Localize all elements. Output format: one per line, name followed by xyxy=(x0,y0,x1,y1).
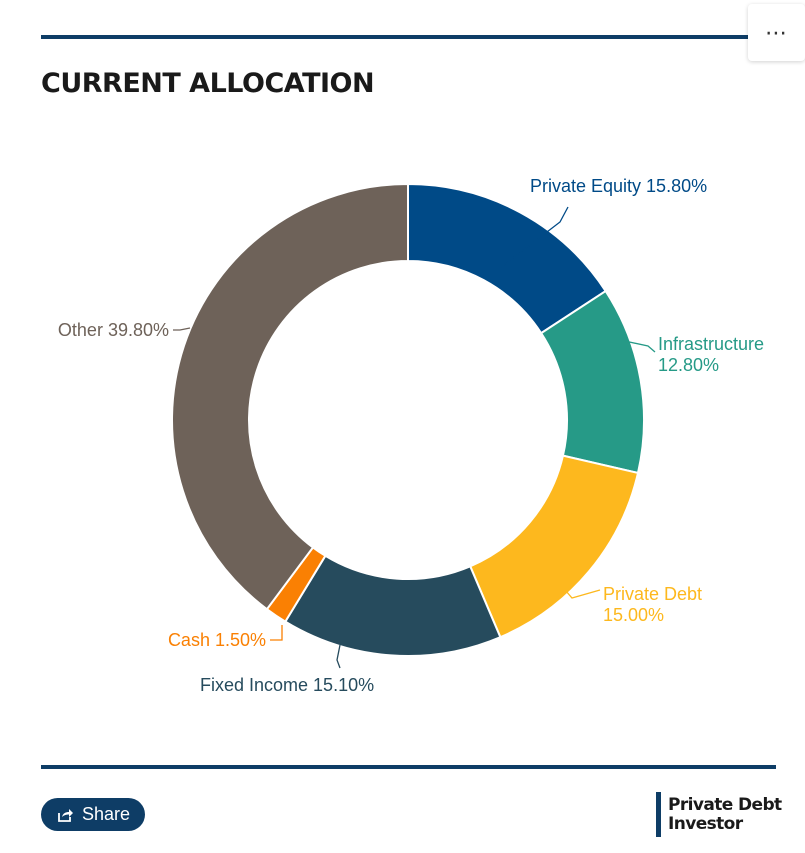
label-name-infrastructure: Infrastructure xyxy=(658,334,764,354)
label-private-debt: Private Debt 15.00% xyxy=(603,584,702,625)
page-title: CURRENT ALLOCATION xyxy=(41,68,375,99)
slices-group xyxy=(171,182,645,657)
brand-line-2: Investor xyxy=(668,813,743,834)
leader-lines-group xyxy=(173,206,656,669)
donut-chart: Private Equity 15.80% Infrastructure 12.80… xyxy=(58,176,764,695)
top-divider xyxy=(41,35,776,39)
label-value-infrastructure: 12.80% xyxy=(658,355,719,375)
label-name-private-debt: Private Debt xyxy=(603,584,702,604)
ellipsis-icon: ⋯ xyxy=(765,19,788,45)
leader-line-infrastructure xyxy=(619,339,656,353)
leader-line-cash xyxy=(270,625,283,641)
labels-group: Private Equity 15.80% Infrastructure 12.80… xyxy=(58,176,764,695)
leader-line-private-debt xyxy=(559,583,601,599)
brand-logo: Private Debt Investor xyxy=(656,792,782,837)
leader-line-other xyxy=(173,327,191,331)
leader-line-fixed-income xyxy=(336,644,341,669)
share-label: Share xyxy=(81,804,131,824)
label-fixed-income: Fixed Income 15.10% xyxy=(200,675,374,695)
label-private-equity: Private Equity 15.80% xyxy=(530,176,707,196)
leader-line-private-equity xyxy=(499,206,569,269)
share-button[interactable]: Share xyxy=(41,798,145,831)
share-icon xyxy=(58,808,73,822)
label-other: Other 39.80% xyxy=(58,320,169,340)
bottom-divider xyxy=(41,765,776,769)
slice-other[interactable] xyxy=(171,182,409,611)
label-infrastructure: Infrastructure 12.80% xyxy=(658,334,764,375)
label-cash: Cash 1.50% xyxy=(168,630,266,650)
brand-line-1: Private Debt xyxy=(668,794,782,815)
label-value-private-debt: 15.00% xyxy=(603,605,664,625)
more-options-button[interactable]: ⋯ xyxy=(748,4,805,61)
slice-fixed-income[interactable] xyxy=(283,554,502,657)
